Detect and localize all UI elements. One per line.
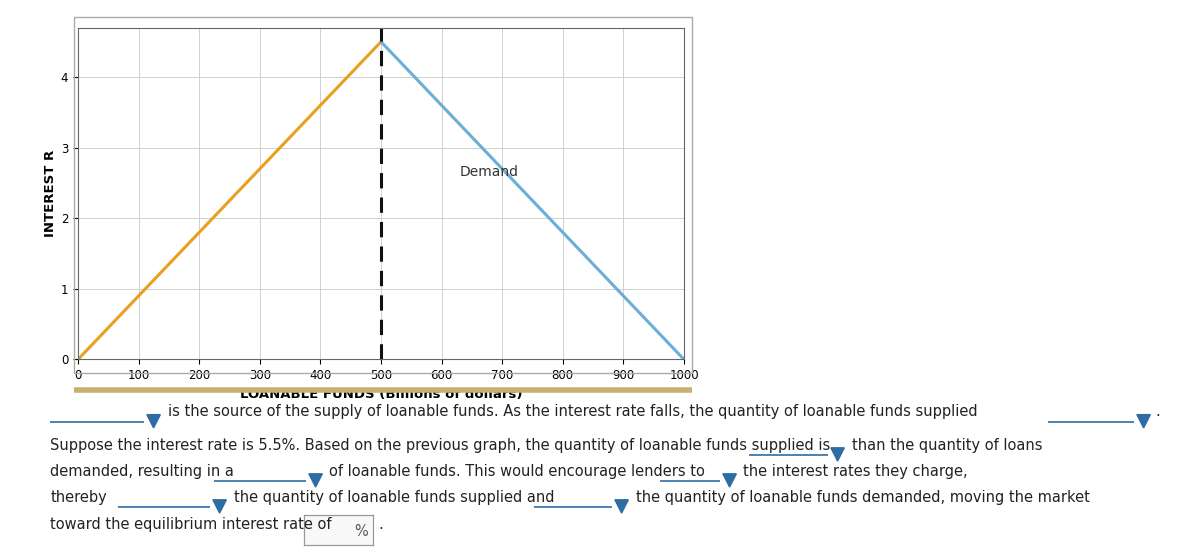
Text: the quantity of loanable funds demanded, moving the market: the quantity of loanable funds demanded,… (636, 489, 1090, 505)
Text: the interest rates they charge,: the interest rates they charge, (743, 463, 967, 479)
Y-axis label: INTEREST R: INTEREST R (43, 150, 56, 237)
Text: .: . (1156, 404, 1160, 420)
Text: Suppose the interest rate is 5.5%. Based on the previous graph, the quantity of : Suppose the interest rate is 5.5%. Based… (50, 437, 830, 453)
Text: toward the equilibrium interest rate of: toward the equilibrium interest rate of (50, 517, 332, 532)
Polygon shape (212, 500, 227, 513)
Text: of loanable funds. This would encourage lenders to: of loanable funds. This would encourage … (329, 463, 704, 479)
Text: than the quantity of loans: than the quantity of loans (852, 437, 1043, 453)
Text: thereby: thereby (50, 489, 107, 505)
Polygon shape (1136, 415, 1151, 428)
Polygon shape (722, 474, 737, 487)
Polygon shape (614, 500, 629, 513)
Polygon shape (146, 415, 161, 428)
Text: %: % (354, 524, 367, 539)
Text: Demand: Demand (460, 165, 518, 179)
Text: .: . (378, 517, 383, 532)
Text: is the source of the supply of loanable funds. As the interest rate falls, the q: is the source of the supply of loanable … (168, 404, 978, 420)
Text: the quantity of loanable funds supplied and: the quantity of loanable funds supplied … (234, 489, 554, 505)
X-axis label: LOANABLE FUNDS (Billions of dollars): LOANABLE FUNDS (Billions of dollars) (240, 388, 522, 401)
Text: demanded, resulting in a: demanded, resulting in a (50, 463, 234, 479)
Polygon shape (830, 448, 845, 461)
Polygon shape (308, 474, 323, 487)
